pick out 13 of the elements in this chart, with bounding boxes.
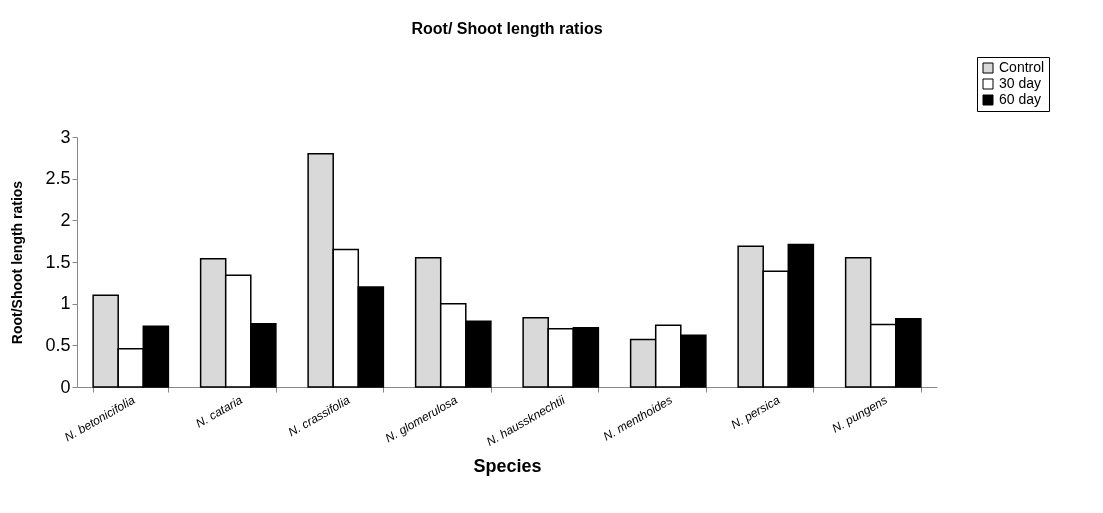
y-tick-label: 0: [60, 376, 71, 397]
y-axis-title: Root/Shoot length ratios: [9, 180, 26, 345]
y-tick-label: 3: [60, 126, 71, 147]
legend-label: 60 day: [999, 91, 1042, 107]
legend-label: 30 day: [999, 75, 1042, 91]
y-tick-label: 0.5: [45, 334, 71, 355]
x-axis-title: Species: [473, 456, 542, 477]
y-tick-label: 1.5: [45, 251, 71, 272]
y-tick-label: 1: [60, 293, 71, 314]
legend-label: Control: [999, 59, 1045, 75]
chart-title: Root/ Shoot length ratios: [411, 19, 603, 37]
y-tick-label: 2: [60, 209, 71, 230]
y-tick-label: 2.5: [45, 168, 71, 189]
